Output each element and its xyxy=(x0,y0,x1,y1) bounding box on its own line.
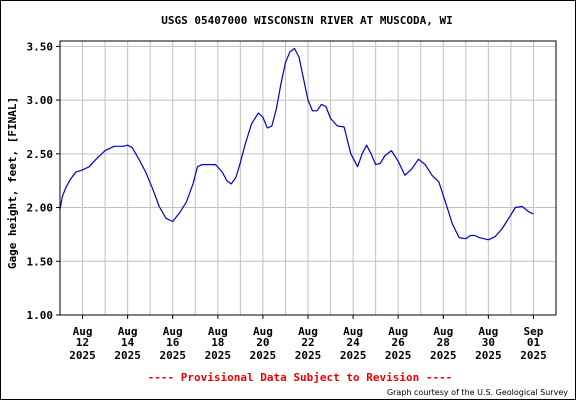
y-axis-label: Gage height, feet, [FINAL] xyxy=(6,97,19,269)
x-tick-label-day: 16 xyxy=(166,336,180,349)
x-tick-label-month: Aug xyxy=(163,325,183,338)
x-tick-label-year: 2025 xyxy=(520,349,547,362)
y-tick-label: 3.00 xyxy=(27,94,54,107)
x-tick-label-day: 20 xyxy=(256,336,269,349)
x-tick-label-day: 14 xyxy=(121,336,135,349)
x-tick-label-month: Aug xyxy=(388,325,408,338)
x-tick-label-year: 2025 xyxy=(430,349,457,362)
x-tick-label-day: 26 xyxy=(392,336,406,349)
x-tick-label-day: 12 xyxy=(76,336,89,349)
y-tick-label: 2.00 xyxy=(27,202,54,215)
x-tick-label-day: 18 xyxy=(211,336,224,349)
x-tick-label-day: 22 xyxy=(301,336,314,349)
y-tick-label: 1.00 xyxy=(27,309,54,322)
x-tick-label-month: Aug xyxy=(253,325,273,338)
y-tick-label: 1.50 xyxy=(27,255,54,268)
x-tick-label-year: 2025 xyxy=(114,349,141,362)
x-tick-label-year: 2025 xyxy=(385,349,412,362)
y-tick-label: 2.50 xyxy=(27,148,54,161)
x-tick-label-month: Aug xyxy=(433,325,453,338)
x-tick-label-month: Aug xyxy=(118,325,138,338)
provisional-note: ---- Provisional Data Subject to Revisio… xyxy=(148,371,453,384)
x-tick-label-year: 2025 xyxy=(205,349,232,362)
x-tick-label-month: Aug xyxy=(73,325,93,338)
x-tick-label-month: Aug xyxy=(343,325,363,338)
x-tick-label-year: 2025 xyxy=(340,349,367,362)
x-tick-label-year: 2025 xyxy=(295,349,322,362)
chart-title: USGS 05407000 WISCONSIN RIVER AT MUSCODA… xyxy=(161,14,452,27)
x-tick-label-year: 2025 xyxy=(159,349,186,362)
x-tick-label-day: 01 xyxy=(527,336,541,349)
x-tick-label-year: 2025 xyxy=(475,349,502,362)
x-tick-label-day: 28 xyxy=(437,336,450,349)
x-tick-label-month: Aug xyxy=(478,325,498,338)
x-tick-label-month: Aug xyxy=(298,325,318,338)
usgs-credit: Graph courtesy of the U.S. Geological Su… xyxy=(387,388,568,397)
series-layer xyxy=(59,47,534,241)
x-tick-label-year: 2025 xyxy=(250,349,277,362)
x-tick-label-year: 2025 xyxy=(69,349,96,362)
x-tick-label-day: 30 xyxy=(482,336,495,349)
x-tick-label-day: 24 xyxy=(346,336,360,349)
x-tick-label-month: Aug xyxy=(208,325,228,338)
y-tick-label: 3.50 xyxy=(27,40,54,53)
grid-layer xyxy=(60,41,556,316)
series-line xyxy=(59,47,534,241)
x-tick-label-month: Sep xyxy=(524,325,544,338)
tick-layer: 1.001.502.002.503.003.50Aug122025Aug1420… xyxy=(27,40,547,362)
